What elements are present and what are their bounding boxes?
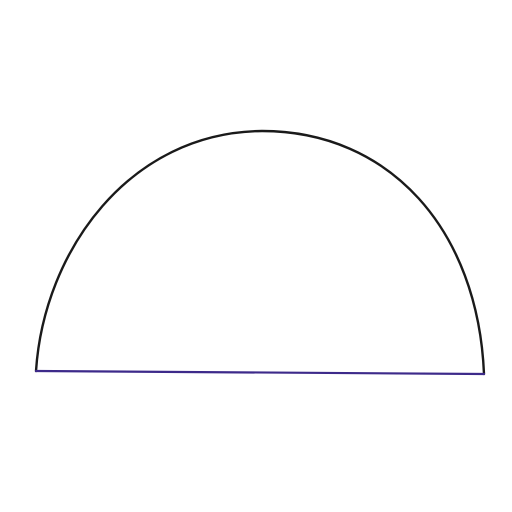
semicircle-diameter [34,369,486,376]
semicircle-arc [34,129,486,376]
